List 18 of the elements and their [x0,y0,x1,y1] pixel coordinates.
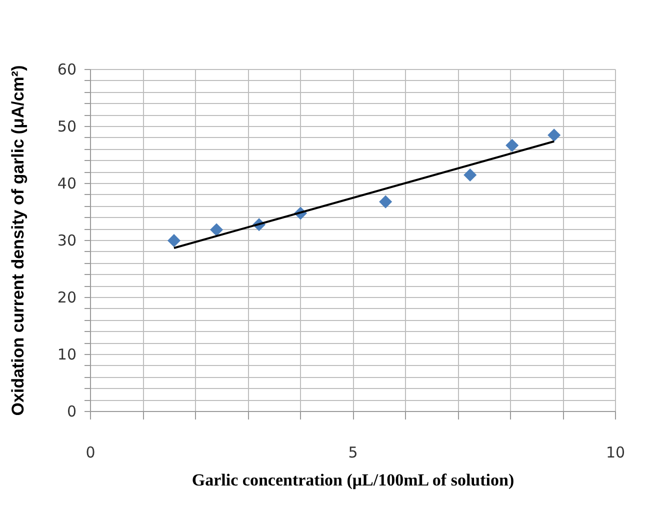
point [464,168,477,182]
y-tick-label: 60 [57,60,76,78]
x-axis-title: Garlic concentration (μL/100mL of solution) [192,470,514,490]
y-tick-label: 40 [57,174,76,192]
point [506,138,519,152]
x-tick-label: 0 [86,444,96,462]
y-tick-label: 30 [57,232,76,250]
point [167,234,181,248]
x-tick-label: 5 [348,444,358,462]
y-tick-label: 10 [57,346,76,364]
point [379,195,392,208]
y-tick-label: 0 [66,402,76,420]
y-axis-title: Oxidation current density of garlic (μA/cm²) [8,65,28,416]
y-tick-label: 20 [57,288,76,306]
y-tick-label: 50 [57,118,76,136]
point [548,128,561,142]
point [210,223,224,236]
x-tick-label: 10 [606,444,626,462]
